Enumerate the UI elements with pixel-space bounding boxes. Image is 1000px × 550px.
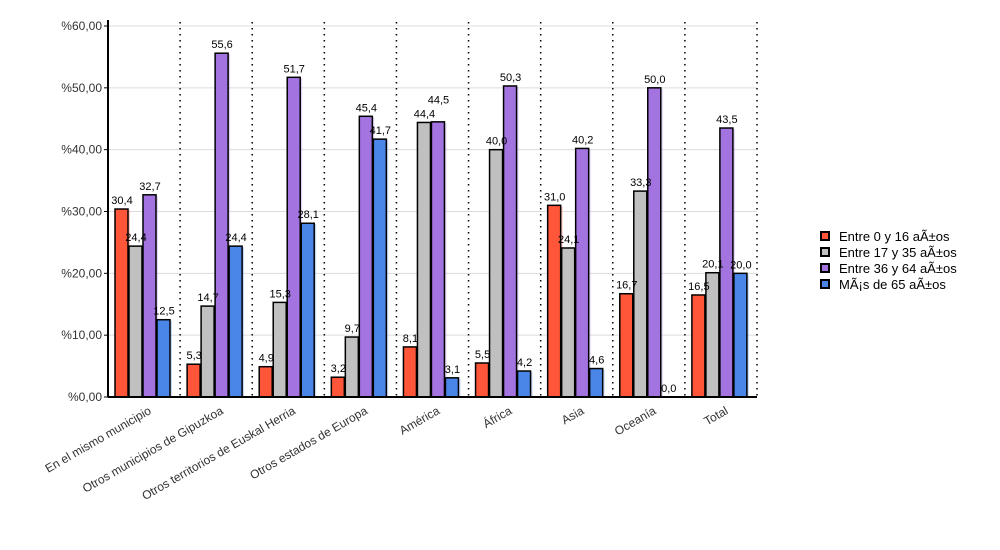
data-label: 43,5 (716, 114, 737, 126)
bar (416, 121, 432, 398)
legend-item: Entre 17 y 35 aÃ±os (820, 244, 957, 260)
bar (272, 301, 287, 398)
data-label: 5,3 (186, 350, 201, 362)
bar (214, 52, 229, 398)
bar (258, 365, 273, 398)
y-tick-label: %60,00 (61, 19, 102, 33)
data-label: 24,4 (125, 232, 146, 244)
data-label: 40,0 (486, 136, 507, 148)
data-label: 4,6 (589, 355, 604, 367)
data-label: 50,0 (644, 74, 665, 86)
x-tick-label: Otros estados de Europa (247, 403, 370, 482)
y-tick-label: %10,00 (61, 328, 102, 342)
bar (372, 138, 388, 398)
data-label: 33,3 (630, 177, 651, 189)
data-label: 15,3 (270, 288, 291, 300)
x-tick-label: Total (701, 403, 730, 428)
data-label: 40,2 (572, 134, 593, 146)
y-tick-label: %50,00 (61, 81, 102, 95)
data-label: 30,4 (111, 195, 132, 207)
bar (300, 222, 315, 398)
legend-swatch (820, 263, 830, 273)
data-label: 55,6 (211, 39, 232, 51)
data-label: 41,7 (370, 125, 391, 137)
data-label: 14,7 (197, 292, 218, 304)
data-label: 44,4 (414, 108, 435, 120)
bar (560, 247, 576, 398)
data-label: 3,2 (331, 363, 346, 375)
x-tick-label: América (397, 403, 442, 437)
bar (502, 85, 518, 398)
bar (733, 272, 748, 398)
bar (156, 318, 171, 398)
data-label: 12,5 (153, 306, 174, 318)
x-tick-label: Asia (559, 403, 586, 427)
data-label: 28,1 (298, 209, 319, 221)
bar (619, 292, 634, 398)
legend-label: Entre 17 y 35 aÃ±os (839, 244, 957, 260)
legend-label: Entre 36 y 64 aÃ±os (839, 260, 957, 276)
data-label: 4,9 (259, 353, 274, 365)
y-tick-label: %0,00 (68, 390, 102, 404)
bar (647, 87, 662, 398)
bar (200, 305, 215, 398)
legend-label: Entre 0 y 16 aÃ±os (839, 228, 950, 244)
data-label: 45,4 (356, 102, 377, 114)
bar (286, 76, 301, 398)
x-tick-label: Otros municipios de Gipuzkoa (80, 403, 226, 495)
x-tick-label: África (480, 402, 514, 430)
bar (402, 346, 418, 398)
data-label: 5,5 (475, 349, 490, 361)
y-tick-label: %20,00 (61, 266, 102, 280)
data-label: 51,7 (284, 63, 305, 75)
data-label: 44,5 (428, 94, 449, 106)
legend-item: Entre 36 y 64 aÃ±os (820, 260, 957, 276)
data-label: 16,7 (616, 280, 637, 292)
data-label: 16,5 (688, 281, 709, 293)
legend-label: MÃ¡s de 65 aÃ±os (839, 276, 946, 292)
data-label: 4,2 (517, 357, 532, 369)
bar (344, 336, 360, 398)
bar (128, 245, 143, 398)
legend-item: Entre 0 y 16 aÃ±os (820, 228, 957, 244)
bar (430, 121, 446, 398)
bar (633, 190, 648, 398)
bar (444, 377, 460, 398)
data-label: 50,3 (500, 72, 521, 84)
data-label: 9,7 (345, 323, 360, 335)
data-label: 0,0 (661, 383, 676, 395)
y-tick-label: %30,00 (61, 205, 102, 219)
legend-swatch (820, 247, 830, 257)
bar (186, 363, 201, 398)
bar (228, 245, 243, 398)
data-label: 3,1 (445, 364, 460, 376)
bar (588, 367, 604, 398)
y-tick-label: %40,00 (61, 143, 102, 157)
bar (358, 115, 374, 398)
bar (691, 294, 706, 398)
bar (488, 148, 504, 398)
legend-item: MÃ¡s de 65 aÃ±os (820, 276, 957, 292)
data-label: 20,1 (702, 259, 723, 271)
bar (574, 147, 590, 398)
bar (142, 194, 157, 398)
data-label: 31,0 (544, 191, 565, 203)
legend: Entre 0 y 16 aÃ±os Entre 17 y 35 aÃ±os E… (820, 228, 957, 292)
data-label: 20,0 (730, 259, 751, 271)
bar (516, 370, 532, 398)
data-label: 32,7 (139, 181, 160, 193)
data-label: 8,1 (403, 333, 418, 345)
legend-swatch (820, 231, 830, 241)
bar (330, 376, 346, 398)
legend-swatch (820, 279, 830, 289)
x-tick-label: Oceanía (612, 403, 659, 438)
bar (474, 362, 490, 398)
data-label: 24,1 (558, 234, 579, 246)
data-label: 24,4 (225, 232, 246, 244)
